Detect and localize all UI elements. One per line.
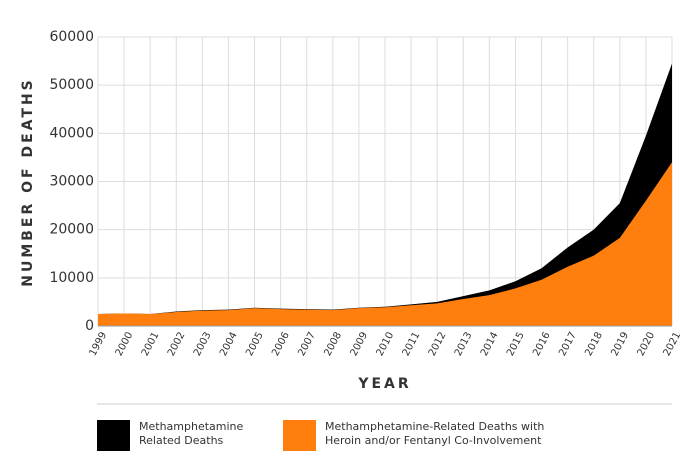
x-tick-label: 2010 (375, 330, 397, 358)
x-tick-label: 2004 (218, 330, 240, 358)
x-tick-label: 2016 (531, 330, 553, 358)
x-tick-label: 2018 (583, 330, 605, 358)
legend-label: Methamphetamine-Related Deaths with Heroi… (325, 420, 544, 447)
x-tick-label: 2002 (166, 330, 188, 358)
y-tick-label: 30000 (49, 174, 94, 190)
y-tick-label: 40000 (49, 125, 94, 141)
x-tick-label: 2011 (401, 330, 423, 358)
x-tick-label: 2021 (662, 330, 684, 358)
x-tick-label: 2009 (349, 330, 371, 358)
x-tick-label: 2001 (140, 330, 162, 358)
legend-label: Methamphetamine Related Deaths (139, 420, 244, 447)
x-tick-label: 2005 (244, 330, 266, 358)
y-tick-label: 60000 (49, 29, 94, 45)
y-axis-label: NUMBER OF DEATHS (20, 77, 36, 287)
x-tick-label: 2008 (322, 330, 344, 358)
x-tick-label: 2019 (609, 330, 631, 358)
x-tick-label: 2015 (505, 330, 527, 358)
x-tick-label: 2006 (270, 330, 292, 358)
y-tick-label: 10000 (49, 270, 94, 286)
x-tick-label: 2003 (192, 330, 214, 358)
x-tick-label: 2013 (453, 330, 475, 358)
x-axis-label: YEAR (357, 376, 411, 392)
y-tick-label: 20000 (49, 222, 94, 238)
x-tick-label: 2000 (114, 330, 136, 358)
x-tick-label: 1999 (88, 330, 110, 358)
x-tick-label: 2020 (636, 330, 658, 358)
y-tick-label: 0 (85, 318, 94, 334)
x-tick-label: 2017 (557, 330, 579, 358)
y-tick-label: 50000 (49, 77, 94, 93)
legend-swatch (283, 420, 316, 451)
area (98, 162, 672, 326)
legend-swatch (97, 420, 130, 451)
x-tick-label: 2007 (296, 330, 318, 358)
x-tick-label: 2014 (479, 330, 501, 358)
x-tick-label: 2012 (427, 330, 449, 358)
